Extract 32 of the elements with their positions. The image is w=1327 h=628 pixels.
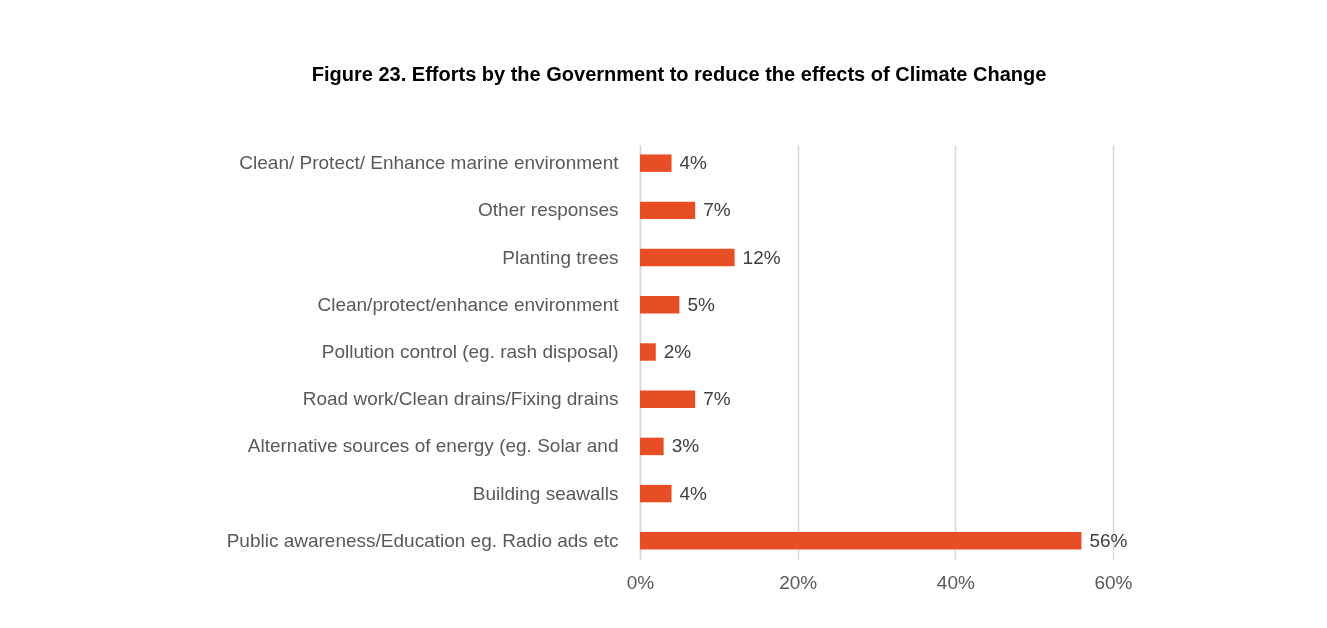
chart-title: Figure 23. Efforts by the Government to reduce the effects of Climate Change: [311, 63, 1047, 85]
x-tick-label: 60%: [1094, 571, 1133, 593]
x-tick-label: 20%: [779, 571, 818, 593]
y-tick-label: Public awareness/Education eg. Radio ads etc: [226, 529, 619, 551]
y-tick-label: Road work/Clean drains/Fixing drains: [302, 388, 619, 410]
data-label: 56%: [1089, 529, 1128, 551]
y-tick-label: Other responses: [478, 199, 619, 221]
y-tick-label: Clean/ Protect/ Enhance marine environment: [239, 152, 620, 174]
y-tick-label: Pollution control (eg. rash disposal): [321, 341, 619, 362]
x-tick-label: 40%: [936, 571, 975, 593]
y-tick-label: Planting trees: [502, 246, 619, 268]
bar: [640, 437, 664, 456]
data-label: 12%: [742, 246, 781, 268]
data-label: 7%: [703, 388, 731, 410]
data-label: 5%: [687, 293, 715, 315]
data-label: 4%: [679, 152, 708, 174]
bar: [640, 201, 696, 220]
bar: [640, 532, 1082, 550]
y-tick-label: Alternative sources of energy (eg. Solar and: [247, 435, 619, 457]
bar: [640, 248, 735, 267]
data-label: 3%: [671, 435, 700, 457]
y-tick-label: Clean/protect/enhance environment: [317, 293, 620, 315]
data-label: 4%: [679, 482, 708, 504]
x-tick-label: 0%: [626, 571, 655, 593]
bar: [640, 296, 680, 314]
data-label: 7%: [703, 199, 731, 221]
y-tick-label: Building seawalls: [472, 482, 619, 504]
bar: [640, 390, 696, 408]
bar: [640, 484, 672, 503]
bar: [640, 343, 656, 361]
bar: [640, 154, 672, 172]
data-label: 2%: [663, 341, 692, 362]
